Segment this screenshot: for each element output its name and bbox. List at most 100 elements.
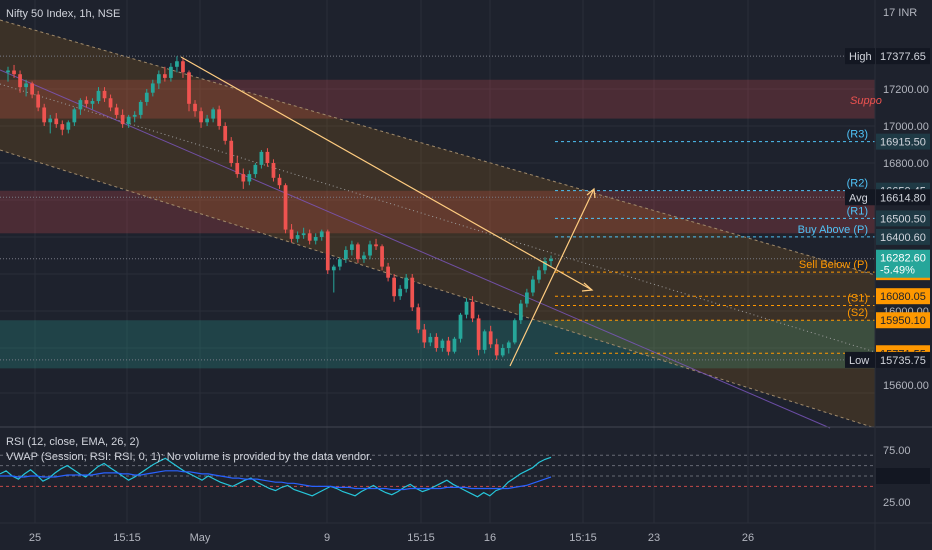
pivot-label: Buy Above (P) — [798, 224, 868, 236]
candle-body — [512, 320, 517, 343]
candle-body — [398, 288, 403, 297]
candle-body — [313, 237, 318, 241]
candle-body — [90, 101, 95, 104]
candle-body — [271, 163, 276, 178]
candle-body — [150, 83, 155, 93]
channel-median — [0, 83, 876, 353]
candle-body — [307, 233, 312, 241]
trend-line-down — [180, 56, 593, 291]
rsi-panel — [0, 454, 875, 498]
candle-body — [211, 109, 216, 119]
candle-body — [464, 301, 469, 315]
candle-body — [301, 233, 306, 236]
resistance-zone-mid — [0, 190, 875, 234]
price-tick: 16800.00 — [883, 158, 929, 170]
candle-body — [235, 163, 240, 175]
candle-body — [283, 185, 288, 230]
pivot-value-tag: 16500.50 — [880, 213, 926, 225]
pivot-label: (R1) — [847, 205, 868, 217]
chart-title: Nifty 50 Index, 1h, NSE — [6, 8, 120, 20]
time-tick: 15:15 — [407, 532, 435, 544]
candle-body — [102, 90, 107, 99]
candle-body — [325, 231, 330, 271]
candle-body — [229, 140, 234, 163]
candle-body — [452, 338, 457, 352]
candle-body — [48, 118, 53, 123]
time-tick: 9 — [324, 532, 330, 544]
candle-body — [422, 329, 427, 343]
high-marker-label: High — [849, 51, 872, 63]
pivot-value-tag: 16080.05 — [880, 291, 926, 303]
avg-marker-value-bg — [876, 189, 930, 206]
rsi-tag-bg — [876, 468, 930, 484]
candle-body — [253, 164, 258, 175]
candle-body — [350, 244, 354, 250]
pivot-value-tag: 15950.10 — [880, 315, 926, 327]
candle-body — [531, 279, 535, 293]
pivot-value-tag-bg — [876, 133, 930, 150]
price-tick: 17200.00 — [883, 84, 929, 96]
pivot-label: (R3) — [847, 129, 868, 141]
channel-upper-edge — [0, 19, 876, 276]
vwap-line — [0, 69, 831, 429]
candle-body — [476, 318, 481, 350]
candle-body — [84, 100, 89, 104]
arrowhead-up — [586, 187, 596, 199]
candle-body — [156, 74, 161, 84]
time-tick: 26 — [742, 532, 754, 544]
candle-body — [392, 277, 397, 297]
candle-body — [193, 103, 197, 112]
candle-body — [169, 66, 173, 78]
time-axis[interactable]: 25 15:15 May 9 15:15 16 15:15 23 26 — [29, 532, 754, 544]
high-marker-value: 17377.65 — [880, 51, 926, 63]
candle-body — [120, 114, 125, 125]
candle-body — [374, 244, 378, 247]
pivot-value-tag-bg — [876, 312, 930, 329]
candle-body — [30, 83, 35, 95]
vwap-legend: VWAP (Session, RSI: RSI, 0, 1): No volum… — [6, 451, 372, 463]
avg-marker-label: Avg — [849, 192, 868, 204]
candle-body — [181, 61, 185, 73]
candle-body — [380, 246, 384, 267]
candle-body — [356, 244, 360, 260]
pivot-value-tag-bg — [876, 210, 930, 227]
candle-body — [289, 229, 294, 239]
grid — [0, 0, 875, 523]
candle-body — [524, 292, 529, 304]
candle-body — [337, 259, 342, 267]
candle-body — [295, 235, 300, 239]
pivot-label: (S1) — [847, 292, 868, 304]
arrowhead-down — [581, 282, 594, 292]
candle-body — [277, 177, 282, 186]
price-tick: 17000.00 — [883, 121, 929, 133]
high-marker-value-bg — [876, 48, 930, 65]
candle-body — [434, 336, 439, 348]
trend-line-up — [509, 188, 595, 367]
high-marker-label-bg — [845, 48, 875, 65]
current-price-change: -5.49% — [880, 265, 915, 277]
candle-body — [543, 261, 547, 271]
time-tick: May — [190, 532, 211, 544]
candle-body — [494, 344, 499, 356]
time-tick: 15:15 — [113, 532, 141, 544]
candle-body — [446, 340, 451, 352]
pivot-levels: (R3) (R2) (R1) Buy Above (P) Sell Below (P) (… — [0, 55, 875, 361]
candle-body — [362, 255, 366, 260]
candle-body — [24, 83, 28, 88]
candle-body — [549, 258, 553, 262]
pivot-value-tag-bg — [876, 228, 930, 245]
time-tick: 16 — [484, 532, 496, 544]
rsi-tick: 75.00 — [883, 445, 911, 457]
candle-body — [416, 307, 421, 330]
time-tick: 25 — [29, 532, 41, 544]
candle-body — [506, 342, 511, 348]
avg-marker-label-bg — [845, 189, 875, 206]
current-price-bg — [876, 249, 930, 278]
candle-body — [428, 336, 433, 343]
candle-body — [319, 231, 324, 237]
pivot-label: (R2) — [847, 178, 868, 190]
candle-body — [138, 101, 143, 115]
rsi-legend: RSI (12, close, EMA, 26, 2) — [6, 436, 139, 448]
